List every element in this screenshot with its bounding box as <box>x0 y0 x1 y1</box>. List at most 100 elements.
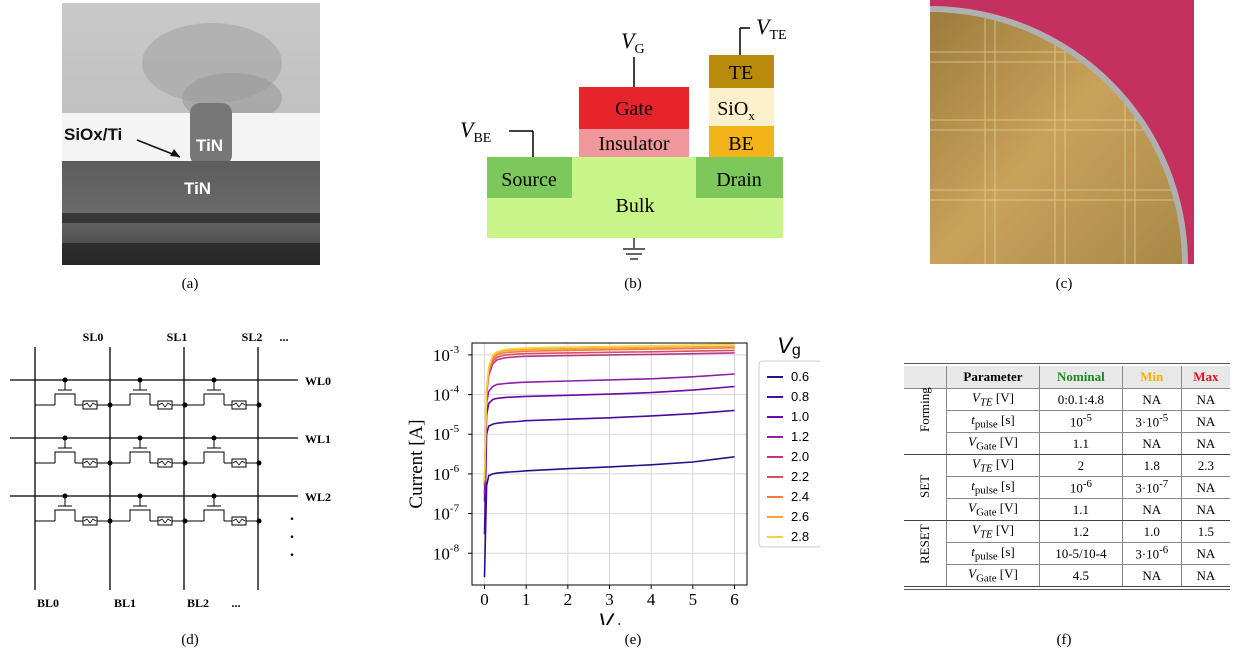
y-tick-label: 10-3 <box>433 344 460 365</box>
max-cell: NA <box>1181 542 1230 565</box>
label-siox-ti: SiOx/Ti <box>64 125 122 144</box>
drain-label: Drain <box>716 169 762 191</box>
table-row: tpulse [s] 10-5 3·10-5 NA <box>904 410 1230 433</box>
x-axis-label: Vd <box>598 609 620 625</box>
nominal-cell: 1.1 <box>1039 498 1123 521</box>
min-cell: 1.0 <box>1122 520 1182 543</box>
x-tick-label: 6 <box>730 590 739 609</box>
bl1-label: BL1 <box>114 596 136 610</box>
y-tick-label: 10-8 <box>433 542 460 563</box>
drain-block <box>696 157 783 198</box>
min-cell: NA <box>1122 388 1182 411</box>
table-header-row: Parameter Nominal Min Max <box>904 366 1230 389</box>
caption-e: (e) <box>624 632 642 648</box>
legend-title: Vg <box>777 333 801 359</box>
legend: Vg 0.6 0.8 1.0 1.2 2.0 2.2 2.4 2.6 2.8 <box>758 333 822 548</box>
table-row: tpulse [s] 10-6 3·10-7 NA <box>904 476 1230 499</box>
panel-a-tem-image: SiOx/Ti TiN TiN <box>62 3 320 265</box>
min-cell: 3·10-5 <box>1122 410 1182 433</box>
header-min: Min <box>1122 366 1182 389</box>
caption-b: (b) <box>624 276 642 292</box>
legend-entry: 2.6 <box>791 509 809 524</box>
be-block <box>709 126 774 157</box>
vbe-label: VBE <box>460 117 491 146</box>
legend-entry: 2.8 <box>791 529 809 544</box>
label-tin-bottom: TiN <box>184 179 211 198</box>
nominal-cell: 1.2 <box>1039 520 1123 543</box>
x-tick-label: 2 <box>564 590 573 609</box>
memory-cell <box>35 493 113 526</box>
caption-f: (f) <box>1056 632 1072 648</box>
sl0-label: SL0 <box>83 330 104 344</box>
insulator-label: Insulator <box>598 133 669 155</box>
min-cell: NA <box>1122 432 1182 455</box>
be-label: BE <box>728 133 754 155</box>
bulk-block <box>487 198 783 238</box>
label-tin-top: TiN <box>196 136 223 155</box>
bl2-label: BL2 <box>187 596 209 610</box>
param-cell: VTE [V] <box>946 520 1040 543</box>
bl-ellipsis: ... <box>232 596 241 610</box>
legend-entry: 0.6 <box>791 369 809 384</box>
table-row: RESET VTE [V] 1.2 1.0 1.5 <box>904 520 1230 587</box>
x-tick-label: 1 <box>522 590 531 609</box>
table-row: VGate [V] 1.1 NA NA <box>904 498 1230 521</box>
header-parameter: Parameter <box>946 366 1040 389</box>
panel-d-array-schematic: SL0 SL1 SL2 ... WL0 WL1 WL2 BL0 BL1 BL2 … <box>0 325 340 615</box>
table-row: VGate [V] 4.5 NA NA <box>904 564 1230 587</box>
max-cell: 2.3 <box>1181 454 1230 477</box>
max-cell: NA <box>1181 410 1230 433</box>
iv-chart: 0 1 2 3 4 5 6 10-3 10-4 10-5 10-6 10-7 10-8 Vd Current… <box>406 333 822 636</box>
nominal-cell: 10-5 <box>1039 410 1123 433</box>
param-cell: tpulse [s] <box>946 542 1040 565</box>
param-cell: VTE [V] <box>946 454 1040 477</box>
y-tick-label: 10-6 <box>433 463 460 484</box>
memory-cell <box>110 377 188 410</box>
sl-ellipsis: ... <box>280 330 289 344</box>
series-line-0.6 <box>483 456 735 578</box>
nominal-cell: 0:0.1:4.8 <box>1039 388 1123 411</box>
source-label: Source <box>501 169 557 191</box>
sl1-label: SL1 <box>167 330 188 344</box>
vte-label: VTE <box>756 14 787 43</box>
max-cell: 1.5 <box>1181 520 1230 543</box>
group-label-reset: RESET <box>904 520 947 587</box>
memory-cell <box>35 377 113 410</box>
svg-text:.: . <box>290 525 294 542</box>
header-nominal: Nominal <box>1039 366 1123 389</box>
min-cell: NA <box>1122 564 1182 587</box>
x-tick-label: 0 <box>480 590 489 609</box>
wl2-label: WL2 <box>305 490 331 504</box>
series-line-0.8 <box>483 409 735 535</box>
siox-label: SiOx <box>717 98 755 123</box>
memory-cell <box>110 435 188 468</box>
parameter-table: Parameter Nominal Min Max Forming VTE [V]… <box>904 366 1230 587</box>
insulator-block <box>579 129 689 157</box>
series-line-2.8 <box>483 343 735 481</box>
max-cell: NA <box>1181 498 1230 521</box>
te-label: TE <box>729 62 753 84</box>
min-cell: 3·10-6 <box>1122 542 1182 565</box>
y-tick-label: 10-4 <box>433 384 460 405</box>
bl0-label: BL0 <box>37 596 59 610</box>
param-cell: VTE [V] <box>946 388 1040 411</box>
sl2-label: SL2 <box>242 330 263 344</box>
svg-text:.: . <box>290 543 294 560</box>
param-cell: VGate [V] <box>946 564 1040 587</box>
y-tick-label: 10-7 <box>433 503 460 524</box>
source-block <box>487 157 572 198</box>
panel-e-iv-chart: 0 1 2 3 4 5 6 10-3 10-4 10-5 10-6 10-7 10-8 Vd Current… <box>400 325 822 636</box>
caption-c: (c) <box>1055 276 1073 292</box>
tem-micrograph: SiOx/Ti TiN TiN <box>62 3 320 265</box>
nominal-cell: 4.5 <box>1039 564 1123 587</box>
legend-entry: 1.0 <box>791 409 809 424</box>
nominal-cell: 1.1 <box>1039 432 1123 455</box>
max-cell: NA <box>1181 564 1230 587</box>
memory-cell <box>184 435 262 468</box>
min-cell: 3·10-7 <box>1122 476 1182 499</box>
wl1-label: WL1 <box>305 432 331 446</box>
group-label-forming: Forming <box>904 387 947 455</box>
legend-entry: 2.2 <box>791 469 809 484</box>
row-ellipsis: . <box>290 507 294 524</box>
panel-b-cross-section: Gate Insulator Source Bulk Drain TE SiOx… <box>440 0 820 270</box>
